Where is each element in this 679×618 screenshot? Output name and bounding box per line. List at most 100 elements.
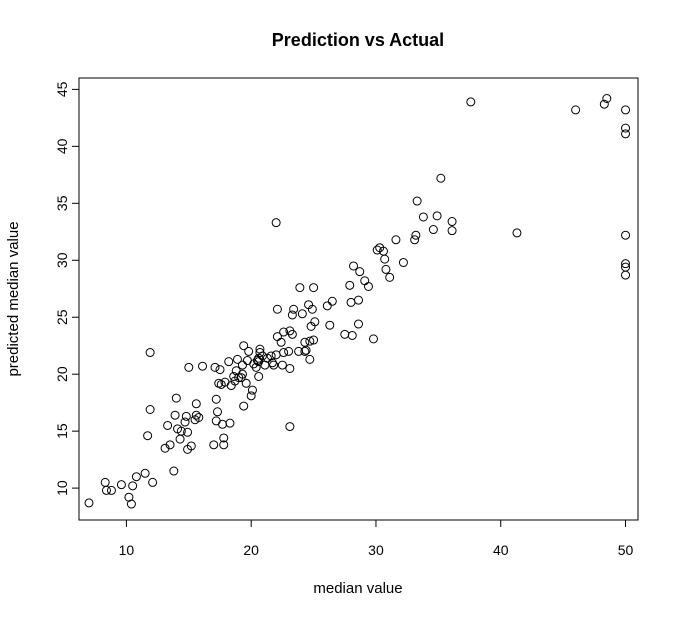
data-point	[381, 264, 391, 274]
data-point	[272, 304, 282, 314]
data-point	[279, 348, 289, 358]
data-point	[380, 254, 390, 264]
data-point	[269, 360, 279, 370]
data-point	[131, 472, 141, 482]
data-point	[254, 371, 264, 381]
data-point	[191, 399, 201, 409]
data-point	[340, 329, 350, 339]
data-point	[309, 283, 319, 293]
data-point	[266, 351, 276, 361]
data-point	[246, 391, 256, 401]
data-point	[346, 297, 356, 307]
data-point	[287, 329, 297, 339]
data-point	[165, 440, 175, 450]
data-point	[571, 105, 581, 115]
data-point	[252, 356, 262, 366]
data-point	[244, 346, 254, 356]
data-point	[411, 230, 421, 240]
x-tick-label: 40	[493, 542, 509, 558]
data-point	[285, 422, 295, 432]
data-point	[277, 360, 287, 370]
data-point	[213, 407, 223, 417]
data-point	[145, 405, 155, 414]
data-point	[169, 466, 179, 476]
x-tick-label: 50	[618, 542, 634, 558]
y-tick-label: 40	[54, 138, 70, 154]
data-point	[295, 283, 305, 293]
data-point	[385, 272, 395, 282]
data-point	[355, 267, 365, 277]
data-point	[307, 304, 317, 314]
data-point	[285, 363, 295, 373]
data-point	[300, 346, 310, 356]
data-point	[300, 337, 310, 347]
x-axis-label: median value	[313, 580, 402, 597]
data-point	[621, 270, 631, 280]
data-point	[621, 259, 631, 269]
data-point	[428, 225, 438, 235]
data-point	[621, 105, 631, 115]
data-point	[621, 230, 631, 240]
data-point	[101, 485, 111, 495]
data-point	[126, 499, 136, 509]
data-point	[436, 173, 446, 183]
data-point	[325, 320, 335, 330]
data-point	[194, 412, 204, 422]
data-point	[181, 411, 191, 421]
data-point	[354, 319, 363, 329]
data-point	[191, 410, 201, 420]
data-point	[271, 350, 281, 360]
data-point	[116, 480, 126, 490]
data-point	[209, 440, 219, 450]
data-points	[84, 94, 631, 509]
data-point	[267, 358, 277, 368]
data-point	[354, 295, 363, 305]
data-point	[237, 369, 247, 379]
data-point	[289, 304, 299, 314]
data-point	[128, 481, 138, 491]
data-point	[171, 393, 181, 403]
data-point	[148, 477, 158, 487]
data-point	[599, 99, 609, 109]
data-point	[183, 427, 193, 437]
data-point	[305, 354, 315, 364]
y-tick-label: 45	[54, 81, 70, 97]
y-axis: 10 15 20 25 30 35 40 45	[54, 81, 80, 496]
data-point	[349, 261, 359, 271]
data-point	[368, 334, 378, 344]
data-point	[160, 443, 170, 453]
data-point	[247, 385, 257, 395]
data-point	[410, 235, 420, 245]
y-tick-label: 25	[54, 309, 70, 325]
y-tick-label: 20	[54, 366, 70, 382]
data-point	[391, 235, 401, 245]
data-point	[276, 337, 286, 347]
data-point	[143, 431, 153, 441]
data-point	[224, 357, 234, 367]
data-point	[215, 365, 225, 375]
data-point	[211, 416, 221, 426]
data-point	[257, 351, 267, 361]
data-point	[447, 217, 457, 227]
data-point	[184, 362, 194, 372]
data-point	[176, 426, 186, 436]
data-point	[466, 97, 476, 107]
data-point	[432, 211, 442, 221]
x-tick-label: 30	[368, 542, 384, 558]
data-point	[100, 477, 110, 487]
data-point	[360, 276, 370, 286]
data-point	[237, 360, 247, 370]
x-axis: 10 20 30 40 50	[119, 519, 634, 558]
data-point	[309, 335, 319, 345]
data-point	[327, 296, 337, 306]
plot-frame	[78, 77, 639, 521]
data-point	[297, 309, 307, 319]
data-point	[211, 394, 221, 404]
y-axis-label: predicted median value	[5, 221, 22, 376]
data-point	[241, 378, 251, 388]
data-point	[447, 226, 457, 236]
data-point	[512, 228, 522, 238]
data-point	[305, 336, 315, 346]
data-point	[225, 418, 235, 428]
